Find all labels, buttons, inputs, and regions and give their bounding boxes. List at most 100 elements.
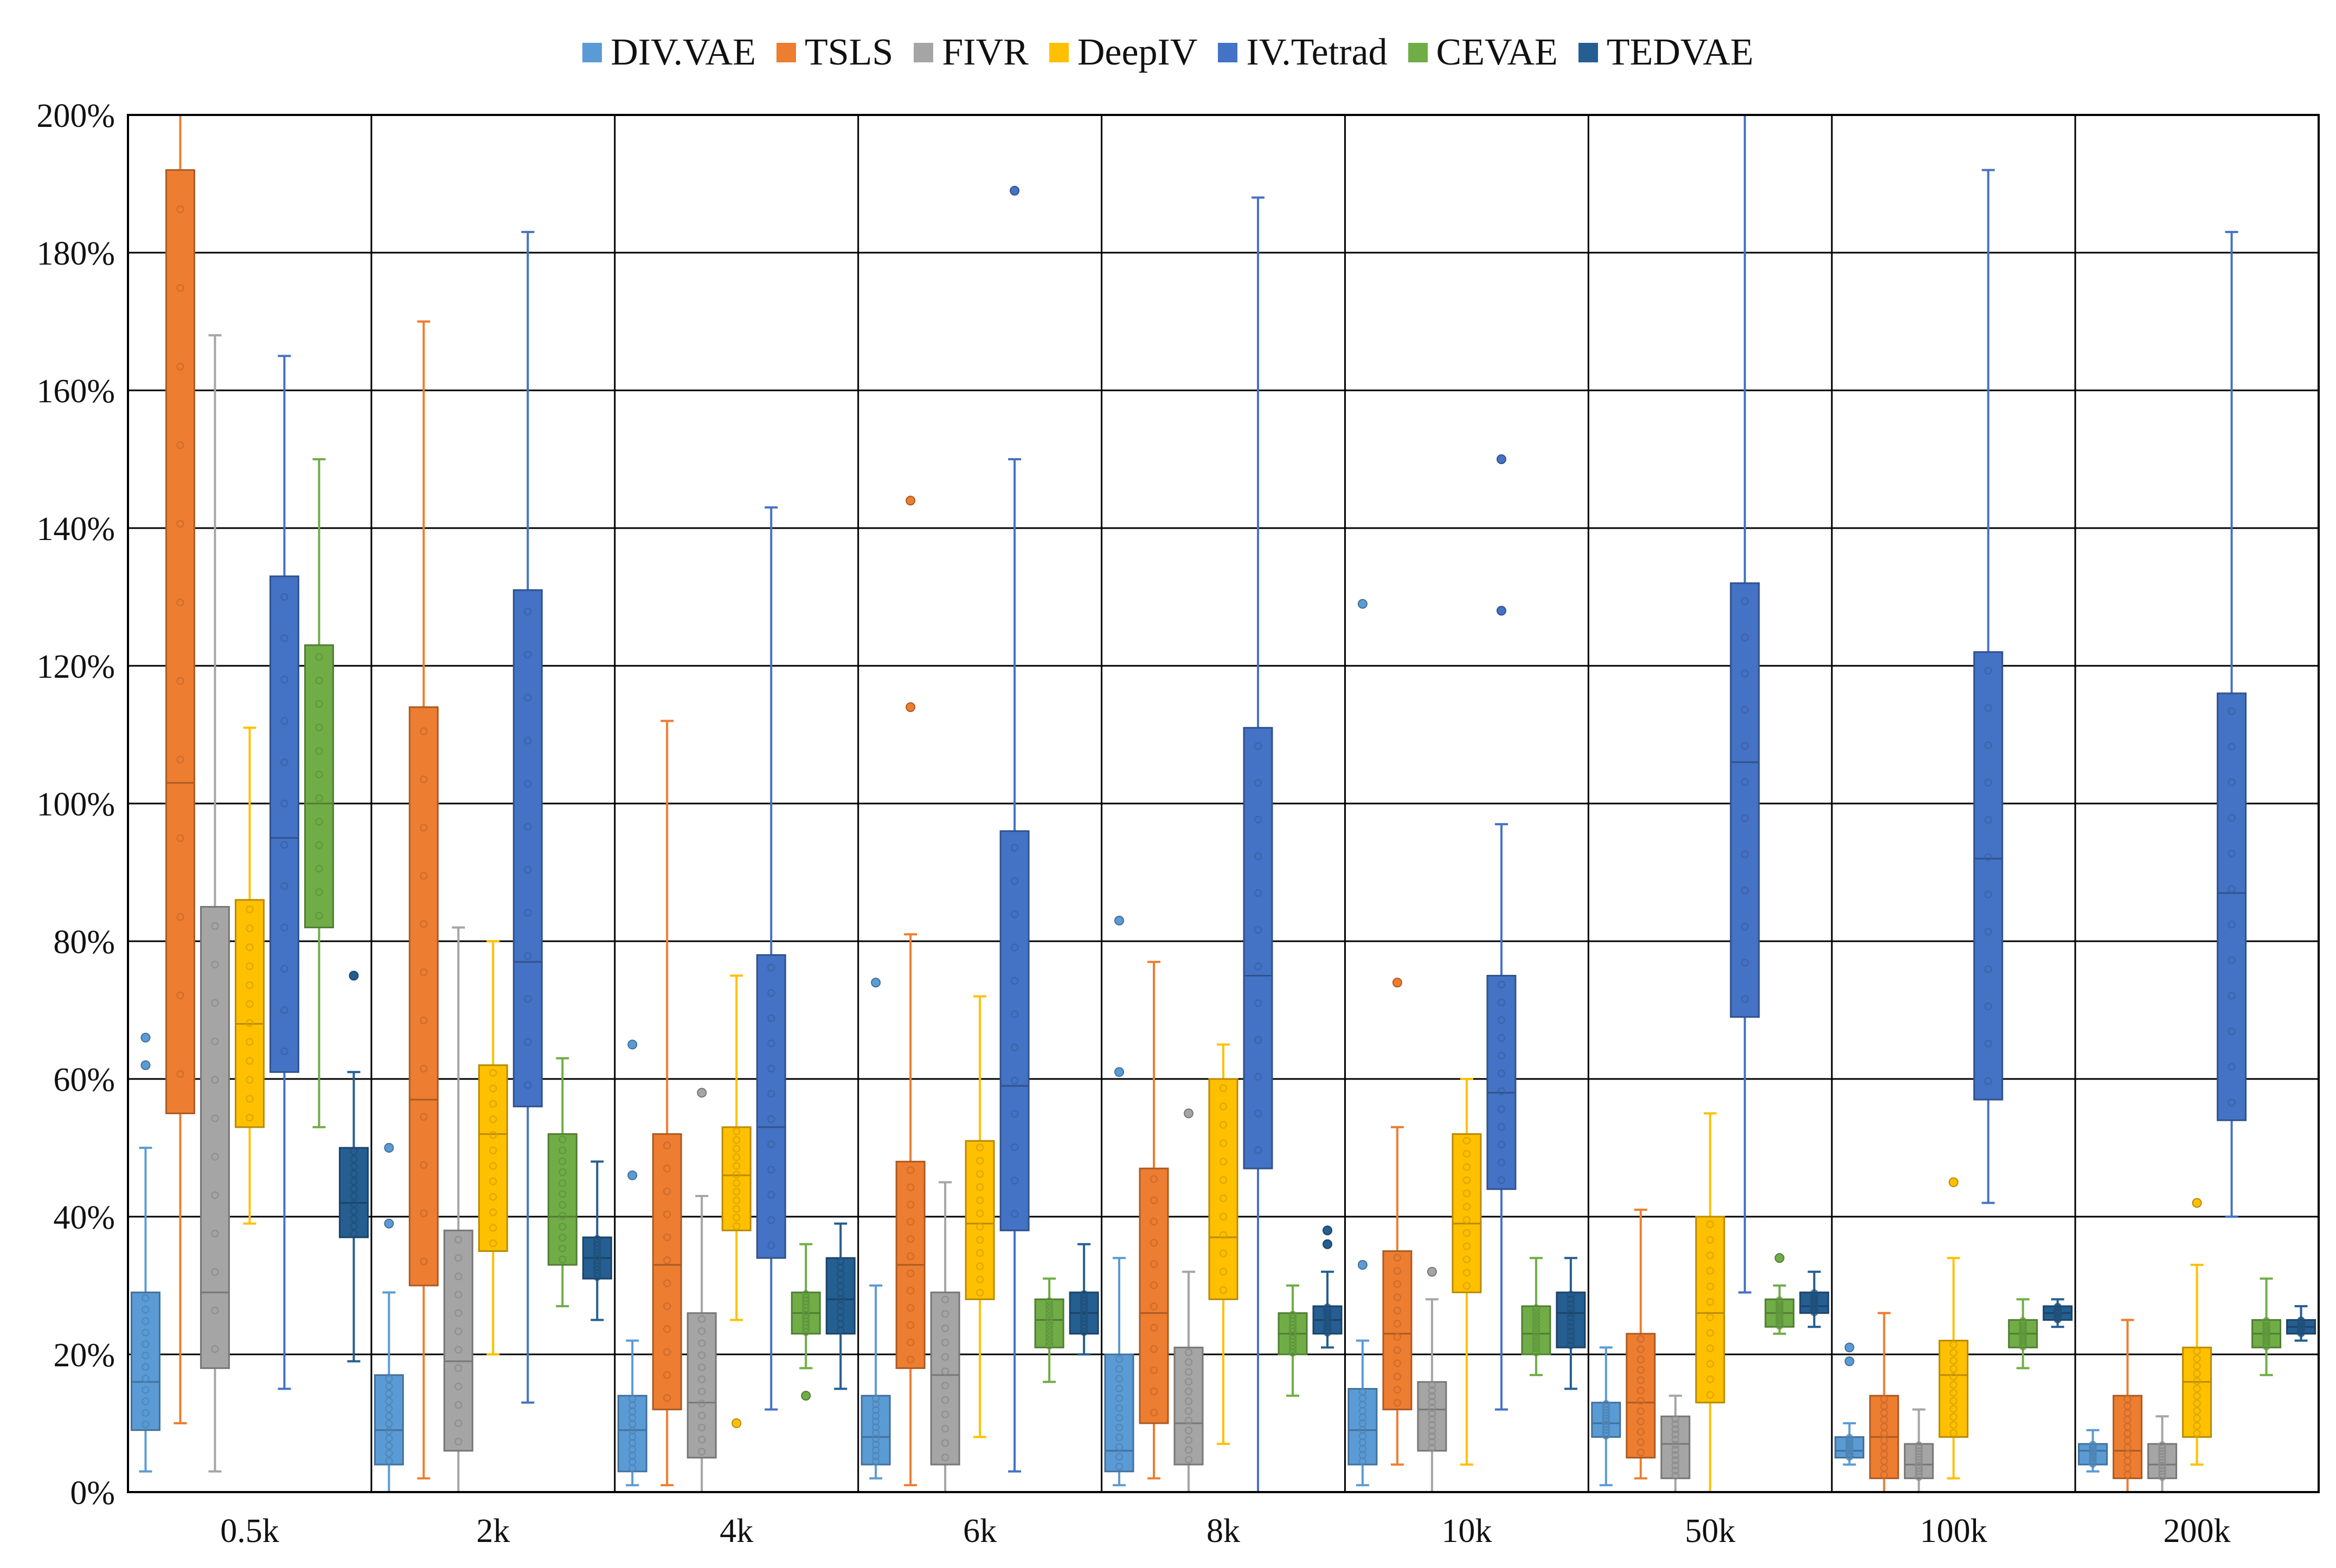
outlier-point xyxy=(1392,978,1402,988)
data-point xyxy=(1637,1407,1645,1416)
data-point xyxy=(1288,1310,1297,1319)
data-point xyxy=(732,1213,741,1222)
box xyxy=(478,1064,508,1252)
data-point xyxy=(1497,980,1506,989)
data-point xyxy=(385,1404,393,1413)
data-point xyxy=(280,676,288,684)
data-point xyxy=(1150,1302,1158,1310)
data-point xyxy=(871,1452,880,1460)
data-point xyxy=(2228,1027,2236,1036)
data-point xyxy=(350,1199,358,1208)
data-point xyxy=(1462,1176,1471,1185)
legend-label: DIV.VAE xyxy=(611,31,756,73)
data-point xyxy=(1741,742,1749,750)
data-point xyxy=(1706,1313,1715,1321)
data-point xyxy=(350,1229,358,1238)
data-point xyxy=(1184,1455,1193,1464)
data-point xyxy=(454,1364,463,1372)
data-point xyxy=(906,1287,915,1295)
data-point xyxy=(246,943,254,952)
data-point xyxy=(906,1218,915,1226)
data-point xyxy=(1428,1444,1436,1452)
data-point xyxy=(2158,1467,2166,1475)
outlier-point xyxy=(1323,1225,1332,1236)
outlier-point xyxy=(1774,1253,1785,1263)
data-point xyxy=(697,1435,706,1444)
data-point xyxy=(1184,1426,1193,1435)
data-point xyxy=(1393,1267,1402,1275)
data-point xyxy=(315,818,323,826)
data-point xyxy=(1219,1139,1228,1147)
data-point xyxy=(767,963,775,972)
data-point xyxy=(1184,1436,1193,1444)
data-point xyxy=(2193,1377,2201,1385)
data-point xyxy=(1532,1348,1541,1357)
data-point xyxy=(941,1324,949,1333)
data-point xyxy=(2193,1384,2201,1393)
data-point xyxy=(1567,1327,1575,1335)
data-point xyxy=(1497,1069,1506,1078)
data-point xyxy=(976,1275,984,1284)
data-point xyxy=(2089,1441,2097,1449)
outlier-point xyxy=(1357,599,1368,609)
data-point xyxy=(489,1193,497,1201)
data-point xyxy=(663,1164,671,1173)
x-tick-label: 200k xyxy=(2164,1513,2231,1550)
box xyxy=(1382,1250,1413,1411)
data-point xyxy=(1045,1297,1054,1306)
data-point xyxy=(1984,741,1992,749)
data-point xyxy=(350,1177,358,1186)
data-point xyxy=(420,920,428,928)
data-point xyxy=(697,1448,706,1456)
data-point xyxy=(2158,1473,2166,1481)
legend-item: DIV.VAE xyxy=(582,31,756,74)
data-point xyxy=(697,1399,706,1408)
data-point xyxy=(767,1140,775,1148)
outlier-point xyxy=(627,1170,638,1180)
legend-item: CEVAE xyxy=(1408,31,1558,74)
data-point xyxy=(663,1325,671,1333)
data-point xyxy=(2193,1392,2201,1400)
data-point xyxy=(2158,1453,2166,1461)
data-point xyxy=(385,1449,393,1457)
data-point xyxy=(1637,1366,1645,1374)
data-point xyxy=(1602,1429,1610,1437)
data-point xyxy=(663,1279,671,1288)
outlier-point xyxy=(906,702,916,712)
data-point xyxy=(559,1135,567,1143)
data-point xyxy=(1219,1286,1228,1294)
data-point xyxy=(1602,1403,1610,1411)
data-point xyxy=(941,1310,949,1318)
outlier-point xyxy=(1948,1177,1959,1187)
box xyxy=(165,169,195,1115)
data-point xyxy=(1810,1289,1819,1297)
data-point xyxy=(1219,1158,1228,1166)
data-point xyxy=(1671,1471,1680,1480)
data-point xyxy=(1915,1441,1923,1449)
x-tick-label: 10k xyxy=(1441,1513,1492,1550)
data-point xyxy=(1010,943,1019,952)
data-point xyxy=(1741,886,1749,895)
box xyxy=(2147,1443,2178,1480)
data-point xyxy=(1602,1417,1610,1425)
data-point xyxy=(1393,1372,1402,1380)
data-point xyxy=(871,1406,880,1414)
data-point xyxy=(1532,1332,1541,1340)
data-point xyxy=(350,1162,358,1171)
data-point xyxy=(176,677,184,685)
data-point xyxy=(1671,1415,1680,1423)
box xyxy=(304,644,334,929)
data-point xyxy=(1428,1380,1436,1389)
data-point xyxy=(1219,1249,1228,1257)
data-point xyxy=(1949,1389,1958,1397)
data-point xyxy=(1254,999,1262,1007)
data-point xyxy=(732,1170,741,1179)
data-point xyxy=(1184,1416,1193,1425)
data-point xyxy=(976,1209,984,1218)
data-point xyxy=(1984,779,1992,787)
data-point xyxy=(489,1115,497,1123)
data-point xyxy=(1497,1051,1506,1060)
data-point xyxy=(1428,1432,1436,1441)
data-point xyxy=(385,1412,393,1421)
data-point xyxy=(211,1345,219,1353)
